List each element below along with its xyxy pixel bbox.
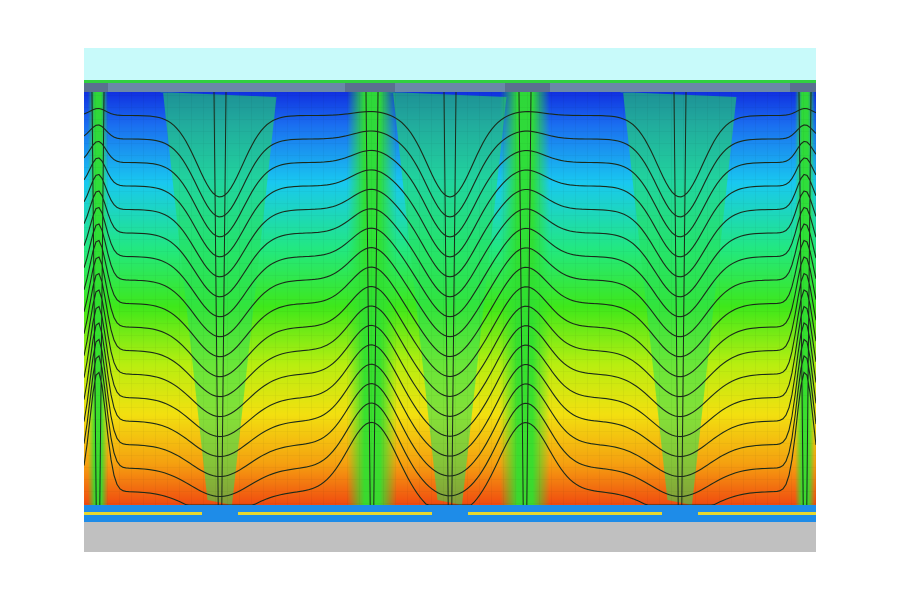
contour-line [84, 107, 816, 198]
contour-line [84, 140, 816, 238]
field-line [673, 92, 679, 505]
mesh-grid [84, 92, 816, 505]
field-line [451, 92, 457, 505]
contour-line [84, 289, 816, 418]
contour-line [84, 256, 816, 378]
top-layer [84, 48, 816, 82]
top-electrode [84, 83, 816, 92]
contour-line [84, 239, 816, 358]
contour-line [84, 272, 816, 398]
contour-line [84, 223, 816, 338]
contour-line [84, 190, 816, 298]
field-line [443, 92, 449, 505]
bottom-contact [662, 505, 698, 519]
field-line [91, 92, 97, 505]
contour-line [84, 206, 816, 318]
field-line [518, 92, 524, 505]
contour-line [84, 321, 816, 458]
electrode-contact [505, 83, 550, 92]
field-line [365, 92, 371, 505]
contour-line [84, 173, 816, 278]
field-line [806, 92, 812, 505]
field-line [681, 92, 687, 505]
electrode-contact [345, 83, 395, 92]
bottom-contact [432, 505, 468, 519]
contour-line [84, 305, 816, 438]
top-line [84, 80, 816, 83]
contour-line [84, 124, 816, 218]
field-line [221, 92, 227, 505]
bottom-contact [202, 505, 238, 519]
field-line [526, 92, 532, 505]
substrate [84, 522, 816, 552]
field-line [373, 92, 379, 505]
contour-line [84, 338, 816, 478]
electrode-contact [84, 83, 108, 92]
potential-field [84, 92, 816, 505]
contour-line [84, 354, 816, 498]
field-line [99, 92, 105, 505]
field-line [798, 92, 804, 505]
field-line [213, 92, 219, 505]
contour-line [84, 157, 816, 258]
electrode-contact [790, 83, 816, 92]
